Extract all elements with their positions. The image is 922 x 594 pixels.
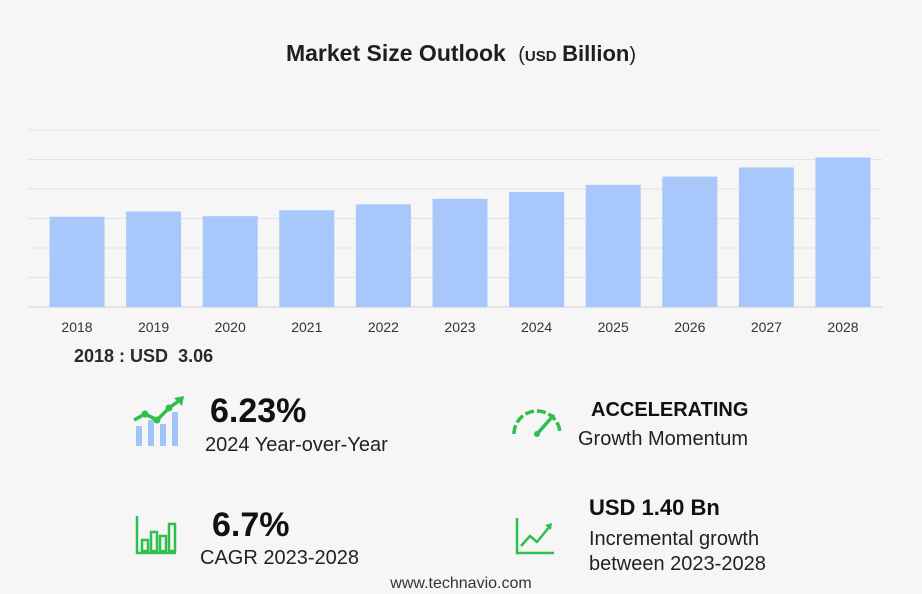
yoy-label: 2024 Year-over-Year — [205, 434, 388, 456]
unit-scale: Billion — [562, 41, 630, 66]
bar-2021 — [279, 210, 335, 307]
source-footer: www.technavio.com — [390, 575, 532, 592]
baseline-label: 2018 : USD — [74, 346, 169, 366]
yoy-value: 6.23% — [210, 392, 307, 430]
bar-2023 — [432, 198, 488, 307]
bar-2024 — [509, 191, 565, 307]
chart-title: Market Size Outlook (USD Billion) — [0, 40, 922, 67]
x-tick-label: 2021 — [291, 319, 322, 335]
cagr-value: 6.7% — [212, 506, 290, 544]
x-tick-label: 2026 — [674, 319, 705, 335]
x-tick-label: 2028 — [827, 319, 858, 335]
title-unit: (USD Billion) — [518, 41, 636, 66]
bar-2019 — [126, 211, 182, 307]
trend-line-icon — [514, 516, 556, 561]
bar-2026 — [662, 176, 718, 307]
x-tick-label: 2025 — [598, 319, 629, 335]
bar-2022 — [355, 204, 411, 307]
x-tick-label: 2018 — [61, 319, 92, 335]
bar-2027 — [738, 167, 794, 307]
x-tick-label: 2024 — [521, 319, 552, 335]
growth-chart-icon — [130, 394, 186, 455]
x-tick-label: 2022 — [368, 319, 399, 335]
x-tick-label: 2023 — [444, 319, 475, 335]
title-main: Market Size Outlook — [285, 40, 506, 66]
bar-chart-icon — [134, 514, 178, 561]
bar-chart: 2018 2019 2020 2021 2022 2023 2024 2025 2026 2027… — [28, 129, 882, 335]
bar-2025 — [585, 184, 641, 307]
incremental-value: USD 1.40 Bn — [589, 495, 720, 520]
bar-2028 — [815, 157, 871, 307]
x-tick-label: 2019 — [138, 319, 169, 335]
incremental-label-line1: Incremental growth — [589, 528, 760, 550]
speedometer-icon — [510, 404, 564, 443]
baseline-value: 2018 : USD 3.06 — [74, 346, 213, 367]
baseline-number: 3.06 — [178, 346, 214, 366]
x-tick-label: 2027 — [751, 319, 782, 335]
cagr-label: CAGR 2023-2028 — [200, 547, 359, 569]
bar-2018 — [49, 216, 105, 307]
momentum-value: ACCELERATING — [591, 399, 749, 421]
incremental-label-line2: between 2023-2028 — [589, 553, 766, 575]
x-tick-label: 2020 — [215, 319, 246, 335]
momentum-label: Growth Momentum — [578, 428, 749, 450]
unit-currency: USD — [524, 48, 557, 65]
bar-2020 — [202, 216, 258, 307]
